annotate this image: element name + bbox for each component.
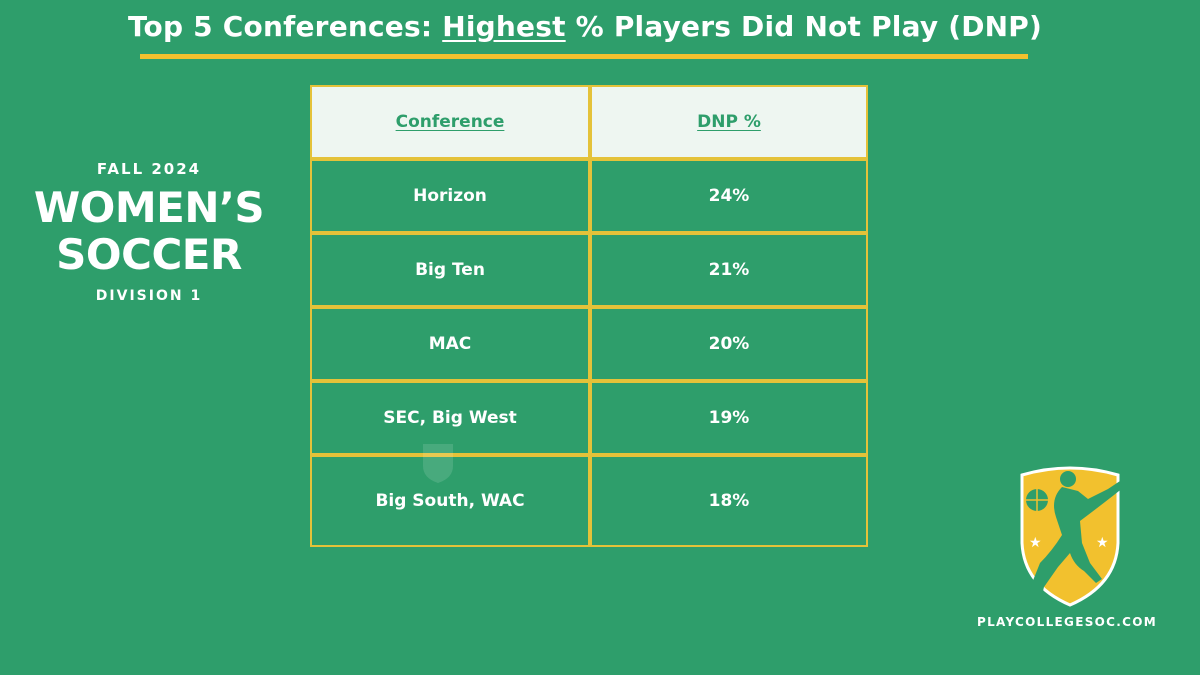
- header-cell-conference: Conference: [310, 85, 590, 159]
- conference-cell: Big South, WAC: [310, 455, 590, 547]
- conference-cell: Horizon: [310, 159, 590, 233]
- title-underline-bar: [140, 54, 1028, 59]
- header-cell-dnp: DNP %: [590, 85, 868, 159]
- dnp-value-cell: 24%: [590, 159, 868, 233]
- conference-cell: Big Ten: [310, 233, 590, 307]
- sport-heading-block: FALL 2024 WOMEN’S SOCCER DIVISION 1: [20, 160, 278, 304]
- dnp-value-cell: 21%: [590, 233, 868, 307]
- dnp-value-cell: 20%: [590, 307, 868, 381]
- svg-text:★: ★: [1029, 535, 1042, 551]
- page-title: Top 5 Conferences: Highest % Players Did…: [0, 10, 1170, 43]
- soccer-player-shield-icon: ★ ★: [1018, 466, 1124, 607]
- title-prefix: Top 5 Conferences:: [127, 10, 443, 43]
- title-emphasis: Highest: [442, 10, 566, 43]
- season-label: FALL 2024: [96, 160, 202, 178]
- site-url: PLAYCOLLEGESOC.COM: [977, 615, 1157, 629]
- watermark-shield-icon: [423, 444, 453, 483]
- sport-line-1: WOMEN’S: [33, 183, 265, 232]
- svg-text:★: ★: [1096, 535, 1109, 551]
- conference-cell: MAC: [310, 307, 590, 381]
- sport-line-2: SOCCER: [56, 230, 242, 279]
- division-label: DIVISION 1: [95, 288, 203, 304]
- dnp-value-cell: 19%: [590, 381, 868, 455]
- dnp-value-cell: 18%: [590, 455, 868, 547]
- conference-cell: SEC, Big West: [310, 381, 590, 455]
- title-suffix: % Players Did Not Play (DNP): [565, 10, 1043, 43]
